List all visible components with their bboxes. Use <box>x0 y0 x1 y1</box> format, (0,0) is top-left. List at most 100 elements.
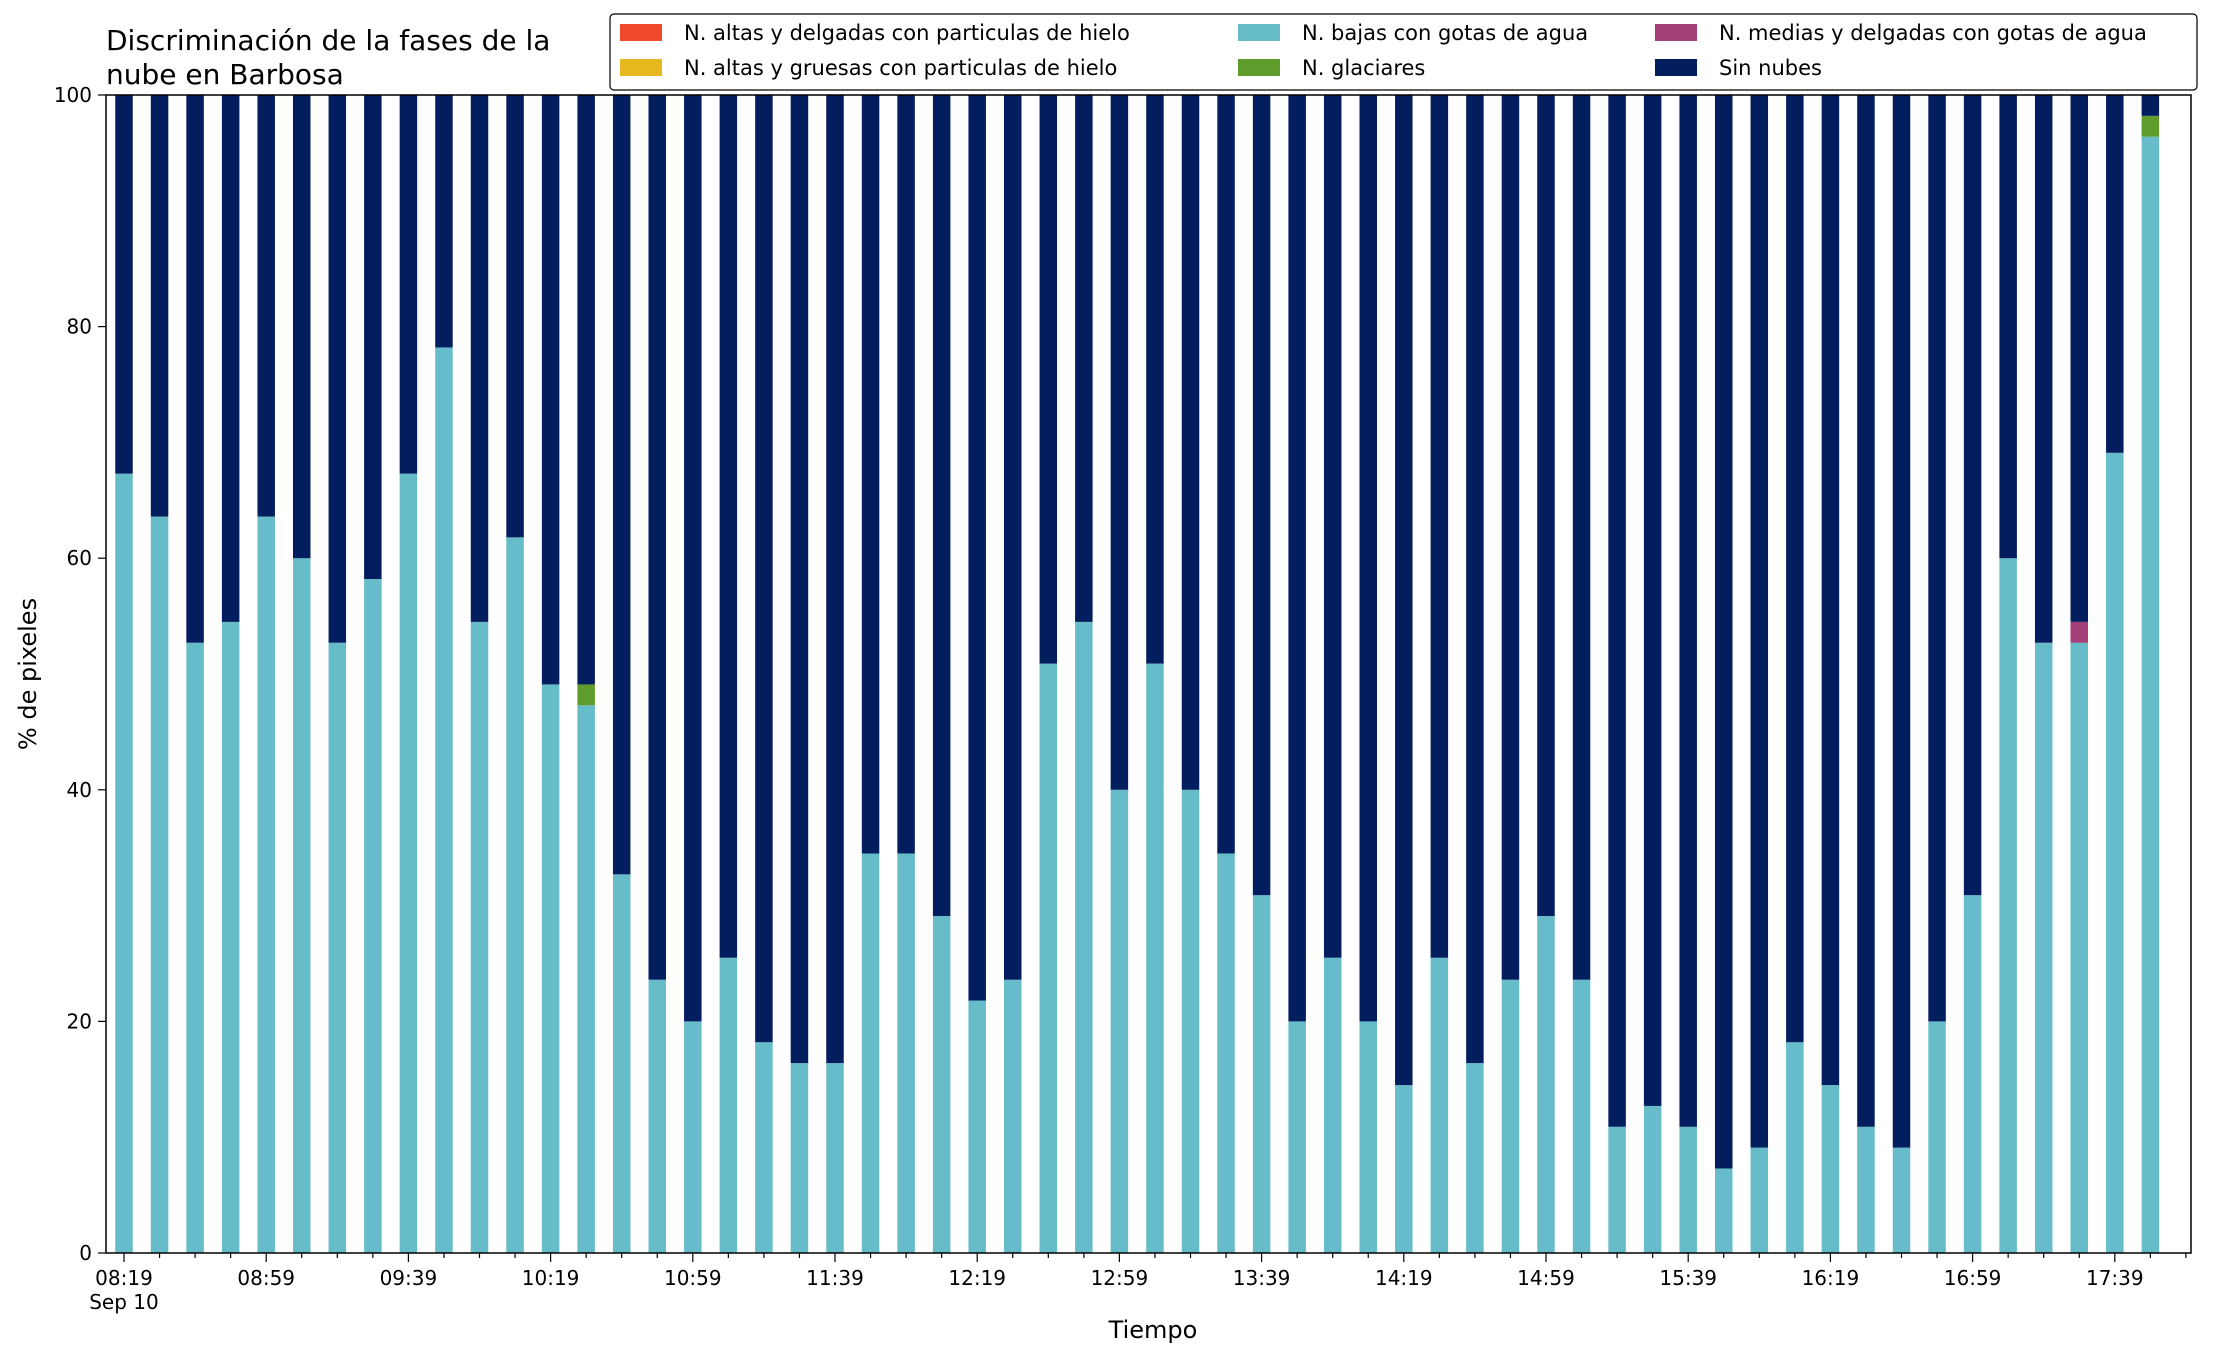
bar-segment <box>968 95 986 1001</box>
x-tick-label: 17:39 <box>2086 1266 2144 1290</box>
bar-segment <box>435 95 453 348</box>
legend-label: N. altas y delgadas con particulas de hi… <box>684 21 1130 45</box>
bar-segment <box>1679 95 1697 1127</box>
bar-segment <box>1323 95 1342 958</box>
bar-segment <box>1572 95 1591 980</box>
bar-segment <box>1146 95 1164 664</box>
bar-segment <box>115 473 133 1253</box>
bar-segment <box>1501 979 1520 1253</box>
x-tick-label: 09:39 <box>380 1266 438 1290</box>
bar-segment <box>790 95 809 1064</box>
bar-segment <box>541 95 560 685</box>
bar-segment <box>861 853 880 1253</box>
bar-segment <box>257 95 275 517</box>
bar-segment <box>2070 642 2088 1253</box>
chart-title-line-1: Discriminación de la fases de la <box>106 24 550 57</box>
bar-segment <box>826 95 844 1064</box>
bar-segment <box>861 95 880 854</box>
bar-segment <box>577 684 595 706</box>
y-tick-label: 100 <box>54 83 92 107</box>
y-axis: 0 20 40 60 80 100 <box>54 83 106 1265</box>
chart-title: Discriminación de la fases de la nube en… <box>106 24 550 91</box>
bar-segment <box>1181 789 1200 1253</box>
y-axis-label: % de pixeles <box>14 598 42 750</box>
bar-segment <box>293 558 311 1253</box>
bar-segment <box>470 621 489 1253</box>
bar-segment <box>1217 853 1235 1253</box>
chart-title-line-2: nube en Barbosa <box>106 58 344 91</box>
bar-segment <box>1679 1126 1697 1253</box>
bar-segment <box>932 95 951 917</box>
legend-swatch <box>1655 59 1697 76</box>
bar-segment <box>1181 95 1200 790</box>
bar-segment <box>541 684 560 1253</box>
bar-segment <box>612 95 631 875</box>
bar-segment <box>755 1042 773 1253</box>
y-tick-label: 0 <box>79 1241 92 1265</box>
bar-segment <box>1643 1105 1662 1253</box>
bar-segment <box>1323 957 1342 1253</box>
bar-segment <box>1608 95 1626 1127</box>
bar-segment <box>1466 95 1484 1064</box>
x-tick-label: 14:19 <box>1375 1266 1433 1290</box>
y-tick-label: 60 <box>67 546 92 570</box>
bar-segment <box>1395 1085 1413 1253</box>
bar-segment <box>470 95 489 622</box>
bar-segment <box>1430 957 1449 1253</box>
bar-segment <box>1217 95 1235 854</box>
bar-segment <box>1821 1085 1840 1253</box>
bar-segment <box>577 95 595 685</box>
bar-segment <box>1466 1063 1484 1253</box>
bar-segment <box>1395 95 1413 1086</box>
x-tick-label: 13:39 <box>1233 1266 1291 1290</box>
bar-segment <box>257 516 275 1253</box>
bar-segment <box>1146 663 1164 1253</box>
legend-swatch <box>620 24 662 41</box>
bar-segment <box>897 853 915 1253</box>
bar-segment <box>506 95 524 538</box>
bar-segment <box>2034 95 2053 643</box>
bar-segment <box>2141 95 2160 116</box>
y-tick-label: 80 <box>67 315 92 339</box>
bar-segment <box>968 1000 986 1253</box>
bar-segment <box>1786 1042 1804 1253</box>
bar-segment <box>1750 1147 1769 1253</box>
bar-segment <box>684 1021 702 1253</box>
bar-segment <box>1715 95 1733 1169</box>
legend-label: N. altas y gruesas con particulas de hie… <box>684 56 1117 80</box>
bar-segment <box>1999 95 2017 559</box>
bar-segment <box>1252 895 1271 1253</box>
bar-segment <box>186 95 204 643</box>
bar-segment <box>221 95 240 622</box>
bar-segment <box>1928 95 1946 1022</box>
bar-segment <box>1821 95 1840 1086</box>
bar-segment <box>1004 979 1022 1253</box>
bar-segment <box>1715 1168 1733 1253</box>
bar-segment <box>755 95 773 1043</box>
bar-segment <box>1963 895 1982 1253</box>
x-tick-label: 10:19 <box>522 1266 580 1290</box>
bar-segment <box>186 642 204 1253</box>
bar-segment <box>1430 95 1449 958</box>
bar-segment <box>2106 452 2124 1253</box>
bar-segment <box>1892 95 1911 1148</box>
bar-segment <box>1608 1126 1626 1253</box>
bar-segment <box>719 957 738 1253</box>
legend-label: N. medias y delgadas con gotas de agua <box>1719 21 2147 45</box>
bar-segment <box>328 95 347 643</box>
bar-segment <box>150 95 169 517</box>
x-axis-label: Tiempo <box>1108 1316 1198 1344</box>
bar-segment <box>1110 789 1129 1253</box>
bar-segment <box>2070 95 2088 622</box>
legend-swatch <box>620 59 662 76</box>
bar-segment <box>293 95 311 559</box>
bar-segment <box>1288 95 1306 1022</box>
bar-segment <box>1501 95 1520 980</box>
bar-segment <box>684 95 702 1022</box>
bar-segment <box>1039 663 1058 1253</box>
bar-segment <box>719 95 738 958</box>
x-tick-label: 10:59 <box>664 1266 722 1290</box>
x-axis: 08:19 08:59 09:39 10:19 10:59 11:39 12:19 12:59… <box>89 1253 2187 1314</box>
bar-segment <box>2141 115 2160 137</box>
x-tick-label: 16:59 <box>1944 1266 2002 1290</box>
